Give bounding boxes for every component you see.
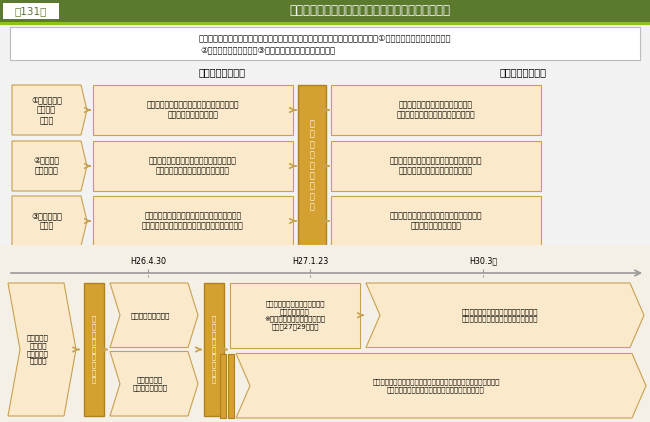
Text: ②固定資産
台帳の整備: ②固定資産 台帳の整備 xyxy=(33,156,60,176)
Text: 統
一
的
な
基
準
の
公
表: 統 一 的 な 基 準 の 公 表 xyxy=(92,316,96,383)
Bar xyxy=(298,85,326,246)
Text: H30.3末: H30.3末 xyxy=(469,257,497,265)
Bar xyxy=(3,3,59,19)
Bar xyxy=(220,354,226,418)
Bar xyxy=(331,85,541,135)
Text: 地
方
公
共
団
体
に
展
開: 地 方 公 共 団 体 に 展 開 xyxy=(212,316,216,383)
Polygon shape xyxy=(12,141,87,191)
Text: 財務書類等の
マニュアルの作成: 財務書類等の マニュアルの作成 xyxy=(133,377,168,391)
Text: 発生の都度又は期末一括で複式仕訳
（決算統計データの活用からの脱却）: 発生の都度又は期末一括で複式仕訳 （決算統計データの活用からの脱却） xyxy=(396,100,475,120)
Polygon shape xyxy=(236,354,646,418)
Bar xyxy=(93,196,293,246)
Text: ①発生主義・
複式簿記
の導入: ①発生主義・ 複式簿記 の導入 xyxy=(31,95,62,125)
Bar xyxy=(10,27,640,60)
Polygon shape xyxy=(8,283,76,416)
Polygon shape xyxy=(110,352,198,416)
Text: 平成２６年度以前: 平成２６年度以前 xyxy=(198,67,246,77)
Text: 第131図: 第131図 xyxy=(15,6,47,16)
Text: 統一的な基準による財務書類等
作成の移行期間
※移行期間は原則として３年間
（平成27～29年度）: 統一的な基準による財務書類等 作成の移行期間 ※移行期間は原則として３年間 （平… xyxy=(265,300,326,330)
Text: ②固定資産台帳の整備、③比較可能性の確保を促進する。: ②固定資産台帳の整備、③比較可能性の確保を促進する。 xyxy=(200,46,335,54)
Text: 整備した財務書類を経年・自治体間の比較や指標等により分析し、
資産管理や予算編成等に地方公会計を積極的に活用: 整備した財務書類を経年・自治体間の比較や指標等により分析し、 資産管理や予算編成… xyxy=(372,379,500,393)
Text: 地方公共団体における財務書類等の作成に係る統一的な基準を設定することで、①発生主義・複式簿記の導入、: 地方公共団体における財務書類等の作成に係る統一的な基準を設定することで、①発生主… xyxy=(199,33,451,43)
Bar xyxy=(93,141,293,191)
Text: 今後の地方
公会計の
推進に関す
る研究会: 今後の地方 公会計の 推進に関す る研究会 xyxy=(27,335,49,364)
Text: 統
一
的
な
基
準
の
設
定: 統 一 的 な 基 準 の 設 定 xyxy=(309,119,315,211)
Bar xyxy=(0,22,650,24)
Text: 統一的な基準による地方公会計の整備促進について: 統一的な基準による地方公会計の整備促進について xyxy=(289,5,450,17)
Text: 統一的な基準の周知: 統一的な基準の周知 xyxy=(130,312,170,319)
Bar xyxy=(228,354,234,418)
Polygon shape xyxy=(12,196,87,246)
Text: 総務省方式改訂モデルでは決算統計データを
活用して財務書類を作成: 総務省方式改訂モデルでは決算統計データを 活用して財務書類を作成 xyxy=(147,100,239,120)
Bar xyxy=(230,283,360,347)
Text: 総務省方式改訂モデルでは固定資産台帳の
整備が必ずしも前提とされていない: 総務省方式改訂モデルでは固定資産台帳の 整備が必ずしも前提とされていない xyxy=(149,156,237,176)
Bar xyxy=(0,0,650,22)
Text: 固定資産台帳の整備を前提とすることで公共
施設等のマネジメントにも活用可能: 固定資産台帳の整備を前提とすることで公共 施設等のマネジメントにも活用可能 xyxy=(390,156,482,176)
Bar xyxy=(0,245,650,422)
Polygon shape xyxy=(12,85,87,135)
Bar xyxy=(84,283,104,416)
Bar xyxy=(204,283,224,416)
Text: 基準モデルや総務省方式改訂モデル、その他の
方式（東京都方式等）といった複数の方式が存在: 基準モデルや総務省方式改訂モデル、その他の 方式（東京都方式等）といった複数の方… xyxy=(142,211,244,231)
Bar xyxy=(93,85,293,135)
Bar xyxy=(331,196,541,246)
Text: 平成２７年度以降: 平成２７年度以降 xyxy=(499,67,547,77)
Polygon shape xyxy=(110,283,198,347)
Text: ③比較可能性
の確保: ③比較可能性 の確保 xyxy=(31,211,62,231)
Text: H27.1.23: H27.1.23 xyxy=(292,257,328,265)
Text: 毎年度、各地方公共団体において統一的
な基準により財務書類等を作成し、開示: 毎年度、各地方公共団体において統一的 な基準により財務書類等を作成し、開示 xyxy=(462,308,538,322)
Text: 統一的な基準による財務書類等によって団体
間での比較可能性を確保: 統一的な基準による財務書類等によって団体 間での比較可能性を確保 xyxy=(390,211,482,231)
Text: H26.4.30: H26.4.30 xyxy=(130,257,166,265)
Bar xyxy=(331,141,541,191)
Bar xyxy=(0,63,650,243)
Polygon shape xyxy=(366,283,644,347)
